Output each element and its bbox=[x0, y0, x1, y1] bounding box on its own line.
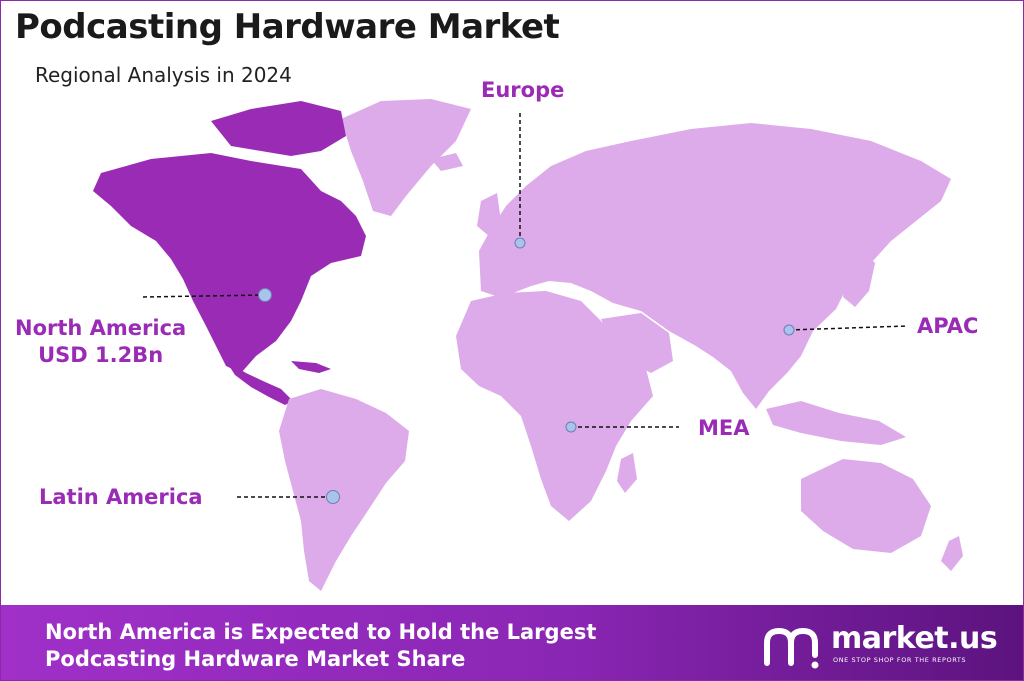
map-se-asia bbox=[766, 401, 906, 445]
world-map bbox=[93, 99, 963, 591]
marker-mea bbox=[565, 421, 577, 433]
region-name: Latin America bbox=[39, 485, 203, 509]
brand-tagline: ONE STOP SHOP FOR THE REPORTS bbox=[833, 656, 967, 664]
map-north-america bbox=[93, 153, 366, 373]
marker-europe bbox=[514, 237, 526, 249]
page-subtitle: Regional Analysis in 2024 bbox=[35, 63, 292, 87]
brand-logo: market.us ONE STOP SHOP FOR THE REPORTS bbox=[761, 621, 1011, 669]
region-name: MEA bbox=[698, 416, 750, 440]
region-label-latin-america: Latin America bbox=[39, 485, 203, 509]
region-name: APAC bbox=[917, 314, 979, 338]
region-label-mea: MEA bbox=[698, 416, 750, 440]
marker-north-america bbox=[258, 288, 272, 302]
region-label-europe: Europe bbox=[481, 78, 564, 102]
map-uk bbox=[477, 193, 501, 236]
map-australia bbox=[801, 459, 931, 553]
map-madagascar bbox=[617, 453, 637, 493]
region-name: Europe bbox=[481, 78, 565, 102]
region-label-apac: APAC bbox=[917, 314, 978, 338]
map-eurasia bbox=[479, 123, 951, 409]
map-new-zealand bbox=[941, 536, 963, 571]
map-greenland bbox=[341, 99, 471, 216]
leader-line-north-america bbox=[142, 294, 266, 298]
map-iceland bbox=[431, 153, 463, 171]
page-title: Podcasting Hardware Market bbox=[15, 7, 560, 47]
footer-line-1: North America is Expected to Hold the La… bbox=[45, 620, 597, 644]
footer-statement: North America is Expected to Hold the La… bbox=[45, 619, 596, 673]
brand-name: market.us bbox=[831, 621, 998, 656]
footer-line-2: Podcasting Hardware Market Share bbox=[45, 647, 466, 671]
map-arabia bbox=[601, 313, 673, 373]
map-africa bbox=[456, 291, 653, 521]
footer-banner: North America is Expected to Hold the La… bbox=[1, 605, 1023, 680]
map-central-america bbox=[226, 361, 293, 405]
leader-line-apac bbox=[788, 325, 908, 331]
map-arctic-islands bbox=[211, 101, 346, 156]
map-south-america bbox=[279, 389, 409, 591]
map-caribbean bbox=[291, 361, 331, 373]
region-value: USD 1.2Bn bbox=[38, 343, 164, 367]
region-label-north-america: North America USD 1.2Bn bbox=[15, 315, 186, 369]
region-name: North America bbox=[15, 316, 187, 340]
marker-apac bbox=[783, 324, 795, 336]
market-us-logo-icon bbox=[764, 627, 819, 669]
marker-latin-america bbox=[326, 490, 340, 504]
map-japan bbox=[843, 251, 875, 307]
